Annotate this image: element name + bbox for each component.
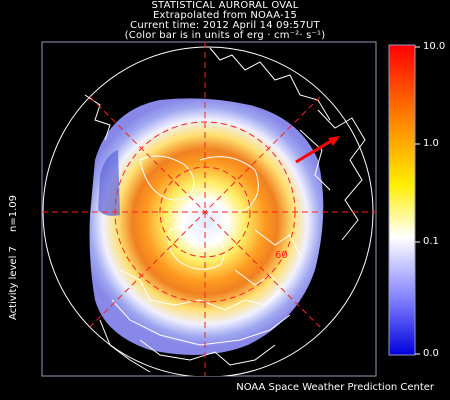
oval-low-region [98,150,120,216]
map-subtitle: Extrapolated from NOAA-15 [152,10,298,21]
colorbar-tick-label: 0.0 [423,348,439,359]
sun-arrow-head [328,136,340,146]
map-title: STATISTICAL AURORAL OVAL [151,0,299,11]
colorbar-units-label: (Color bar is in units of erg · cm⁻²· s⁻… [124,30,326,41]
activity-level-label: Activity level 7 [8,246,19,320]
auroral-oval [89,98,324,355]
coastlines [84,47,366,373]
latitude-60-label: 60 [275,250,288,261]
latlon-grid [42,42,376,376]
current-time-label: Current time: 2012 April 14 09:57UT [130,20,320,31]
colorbar-tick-label: 0.1 [423,236,439,247]
colorbar-tick-label: 1.0 [423,138,439,149]
credit-label: NOAA Space Weather Prediction Center [236,382,434,393]
n-value-label: n=1.09 [8,195,19,232]
colorbar-tick-label: 10.0 [423,41,446,52]
colorbar [388,44,416,356]
sun-direction-arrow [295,136,337,164]
